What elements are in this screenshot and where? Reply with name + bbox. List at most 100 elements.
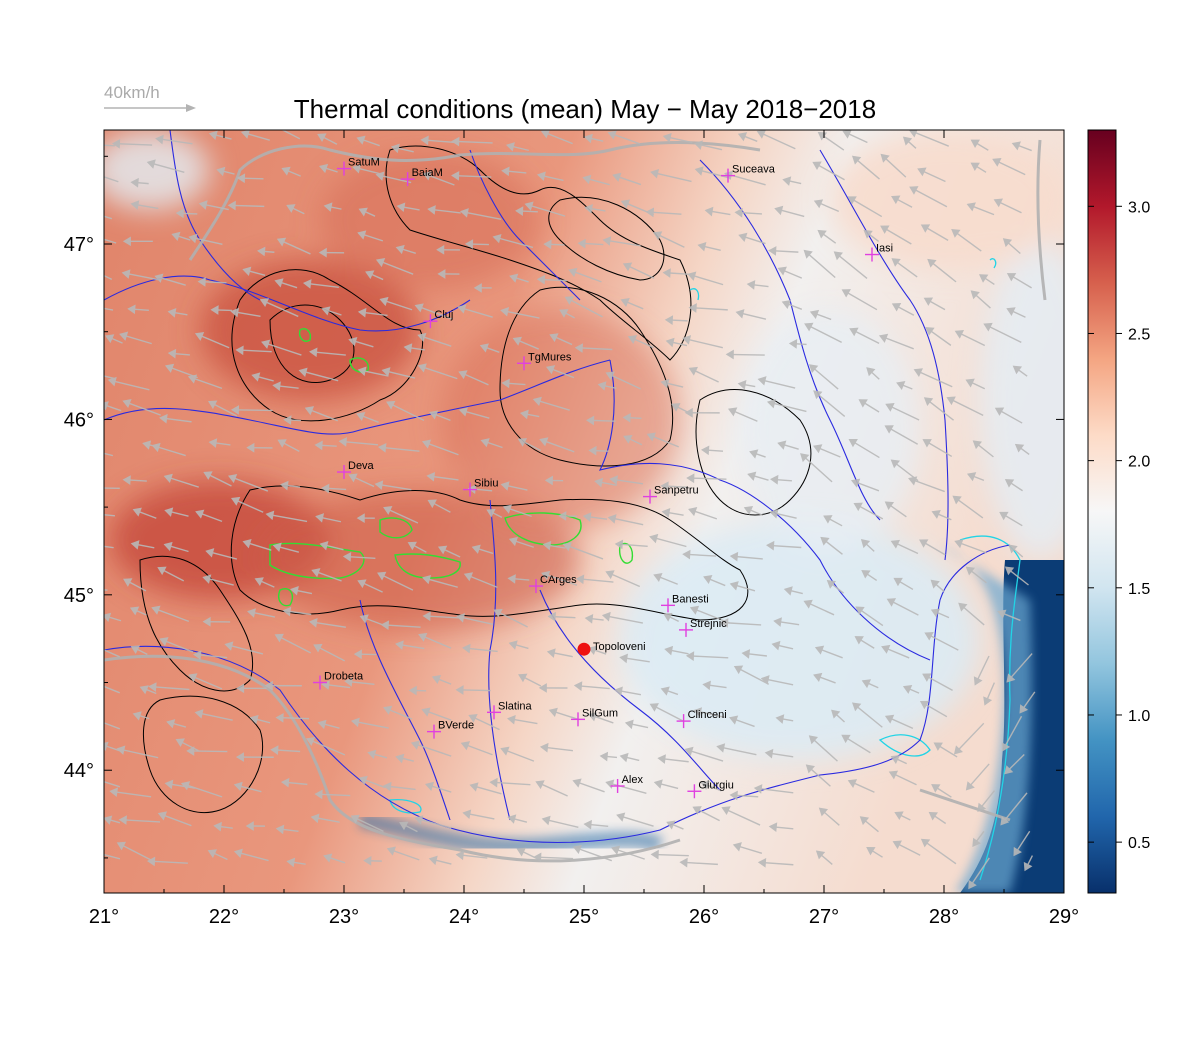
wind-arrow-head <box>207 400 218 410</box>
wind-arrow-head <box>417 363 427 373</box>
wind-arrow-head <box>616 812 626 822</box>
wind-arrow-head <box>885 402 895 412</box>
wind-arrow-head <box>884 425 894 434</box>
wind-arrow-head <box>614 539 624 550</box>
wind-arrow-head <box>318 163 329 174</box>
wind-arrow-head <box>848 438 858 448</box>
wind-arrow-head <box>94 449 101 456</box>
wind-arrow-head <box>965 781 975 791</box>
wind-arrow-head <box>208 130 218 140</box>
wind-arrow-head <box>118 815 127 825</box>
wind-arrow-shaft <box>306 738 346 756</box>
wind-arrow-head <box>881 644 891 654</box>
wind-arrow-shaft <box>104 487 120 489</box>
wind-arrow-head <box>694 166 704 176</box>
wind-arrow-head <box>458 370 468 380</box>
wind-arrow-head <box>813 672 823 682</box>
wind-arrow-head <box>663 612 673 622</box>
wind-arrow-head <box>319 541 329 551</box>
wind-arrow-head <box>233 848 243 859</box>
wind-arrow-shaft <box>651 171 692 183</box>
wind-arrow-head <box>893 577 903 587</box>
wind-arrow-head <box>520 409 529 420</box>
wind-arrow-shaft <box>104 274 113 281</box>
wind-arrow-head <box>685 651 695 661</box>
wind-arrow-head <box>105 334 115 344</box>
wind-arrow-head <box>338 437 348 447</box>
wind-arrow-head <box>746 280 756 290</box>
wind-arrow-head <box>573 681 583 691</box>
wind-arrow-head <box>896 380 906 390</box>
wind-arrow-head <box>965 566 976 576</box>
city-label: Sibiu <box>474 478 498 490</box>
wind-arrow-head <box>1004 566 1015 576</box>
wind-arrow-shaft <box>722 807 761 826</box>
wind-arrow-head <box>274 278 284 288</box>
wind-arrow-head <box>358 207 368 217</box>
wind-arrow-head <box>645 207 655 218</box>
wind-arrow-head <box>94 850 101 857</box>
wind-arrow-head <box>462 643 471 654</box>
wind-arrow-head <box>159 413 168 424</box>
wind-arrow-head <box>574 343 583 353</box>
wind-arrow-head <box>620 199 631 209</box>
wind-arrow-head <box>516 847 526 857</box>
wind-arrow-head <box>192 650 202 660</box>
city-label: Iasi <box>876 243 893 255</box>
wind-arrow-head <box>732 842 742 852</box>
wind-arrow-head <box>735 309 745 319</box>
wind-arrow-head <box>788 339 798 349</box>
map-axis-ticks: 21° 22° 23° 24° 25° 26° 27° 28° 29° 44° 45° 46° 47° <box>64 130 1079 928</box>
wind-arrow-head <box>194 709 204 719</box>
city-silgum: SilGum <box>571 707 618 727</box>
wind-arrow-shaft <box>104 649 120 658</box>
wind-arrow-head <box>660 378 670 389</box>
wind-arrow-head <box>1006 273 1017 282</box>
wind-arrow-head <box>539 437 549 447</box>
wind-arrow-head <box>395 640 404 650</box>
wind-arrow-head <box>687 271 697 281</box>
wind-arrow-head <box>386 400 396 410</box>
wind-arrow-head <box>866 367 876 377</box>
wind-arrow-head <box>275 824 285 835</box>
wind-arrow-head <box>463 572 474 582</box>
wind-arrow-head <box>738 232 748 242</box>
wind-arrow-head <box>757 376 767 386</box>
wind-arrow-head <box>122 475 131 485</box>
wind-arrow-head <box>119 331 129 341</box>
colorbar-tick-label: 2.5 <box>1128 326 1150 343</box>
wind-arrow-head <box>917 167 927 177</box>
wind-arrow-head <box>421 707 431 717</box>
wind-arrow-head <box>146 856 156 867</box>
wind-arrow-head <box>601 611 611 622</box>
wind-arrow-head <box>104 612 112 622</box>
wind-arrow-head <box>203 471 213 480</box>
wind-arrow-head <box>966 202 976 212</box>
wind-arrow-shaft <box>110 790 152 798</box>
city-bverde: BVerde <box>427 720 474 739</box>
wind-arrow-head <box>357 579 367 589</box>
wind-arrow-head <box>817 229 827 239</box>
wind-arrow-head <box>716 743 726 753</box>
wind-arrow-shaft <box>104 307 114 311</box>
wind-arrow-head <box>831 709 841 719</box>
wind-arrow-head <box>781 299 791 310</box>
wind-arrow-head <box>379 296 389 307</box>
wind-arrow-head <box>536 274 546 285</box>
wind-arrow-head <box>841 289 851 298</box>
wind-arrow-head <box>541 570 551 581</box>
wind-arrow-head <box>863 229 873 239</box>
wind-arrow-head <box>304 406 315 416</box>
wind-arrow-head <box>812 161 822 171</box>
wind-arrow-head <box>568 267 578 277</box>
wind-arrow-head <box>395 244 405 255</box>
wind-arrow-head <box>823 515 833 524</box>
city-drobeta: Drobeta <box>313 671 364 690</box>
wind-arrow-head <box>132 507 142 517</box>
wind-arrow-head <box>508 536 519 547</box>
wind-arrow-head <box>282 606 292 617</box>
wind-arrow-head <box>908 130 918 138</box>
wind-arrow-head <box>952 495 962 505</box>
wind-arrow-head <box>230 496 241 506</box>
wind-arrow-head <box>202 616 211 627</box>
